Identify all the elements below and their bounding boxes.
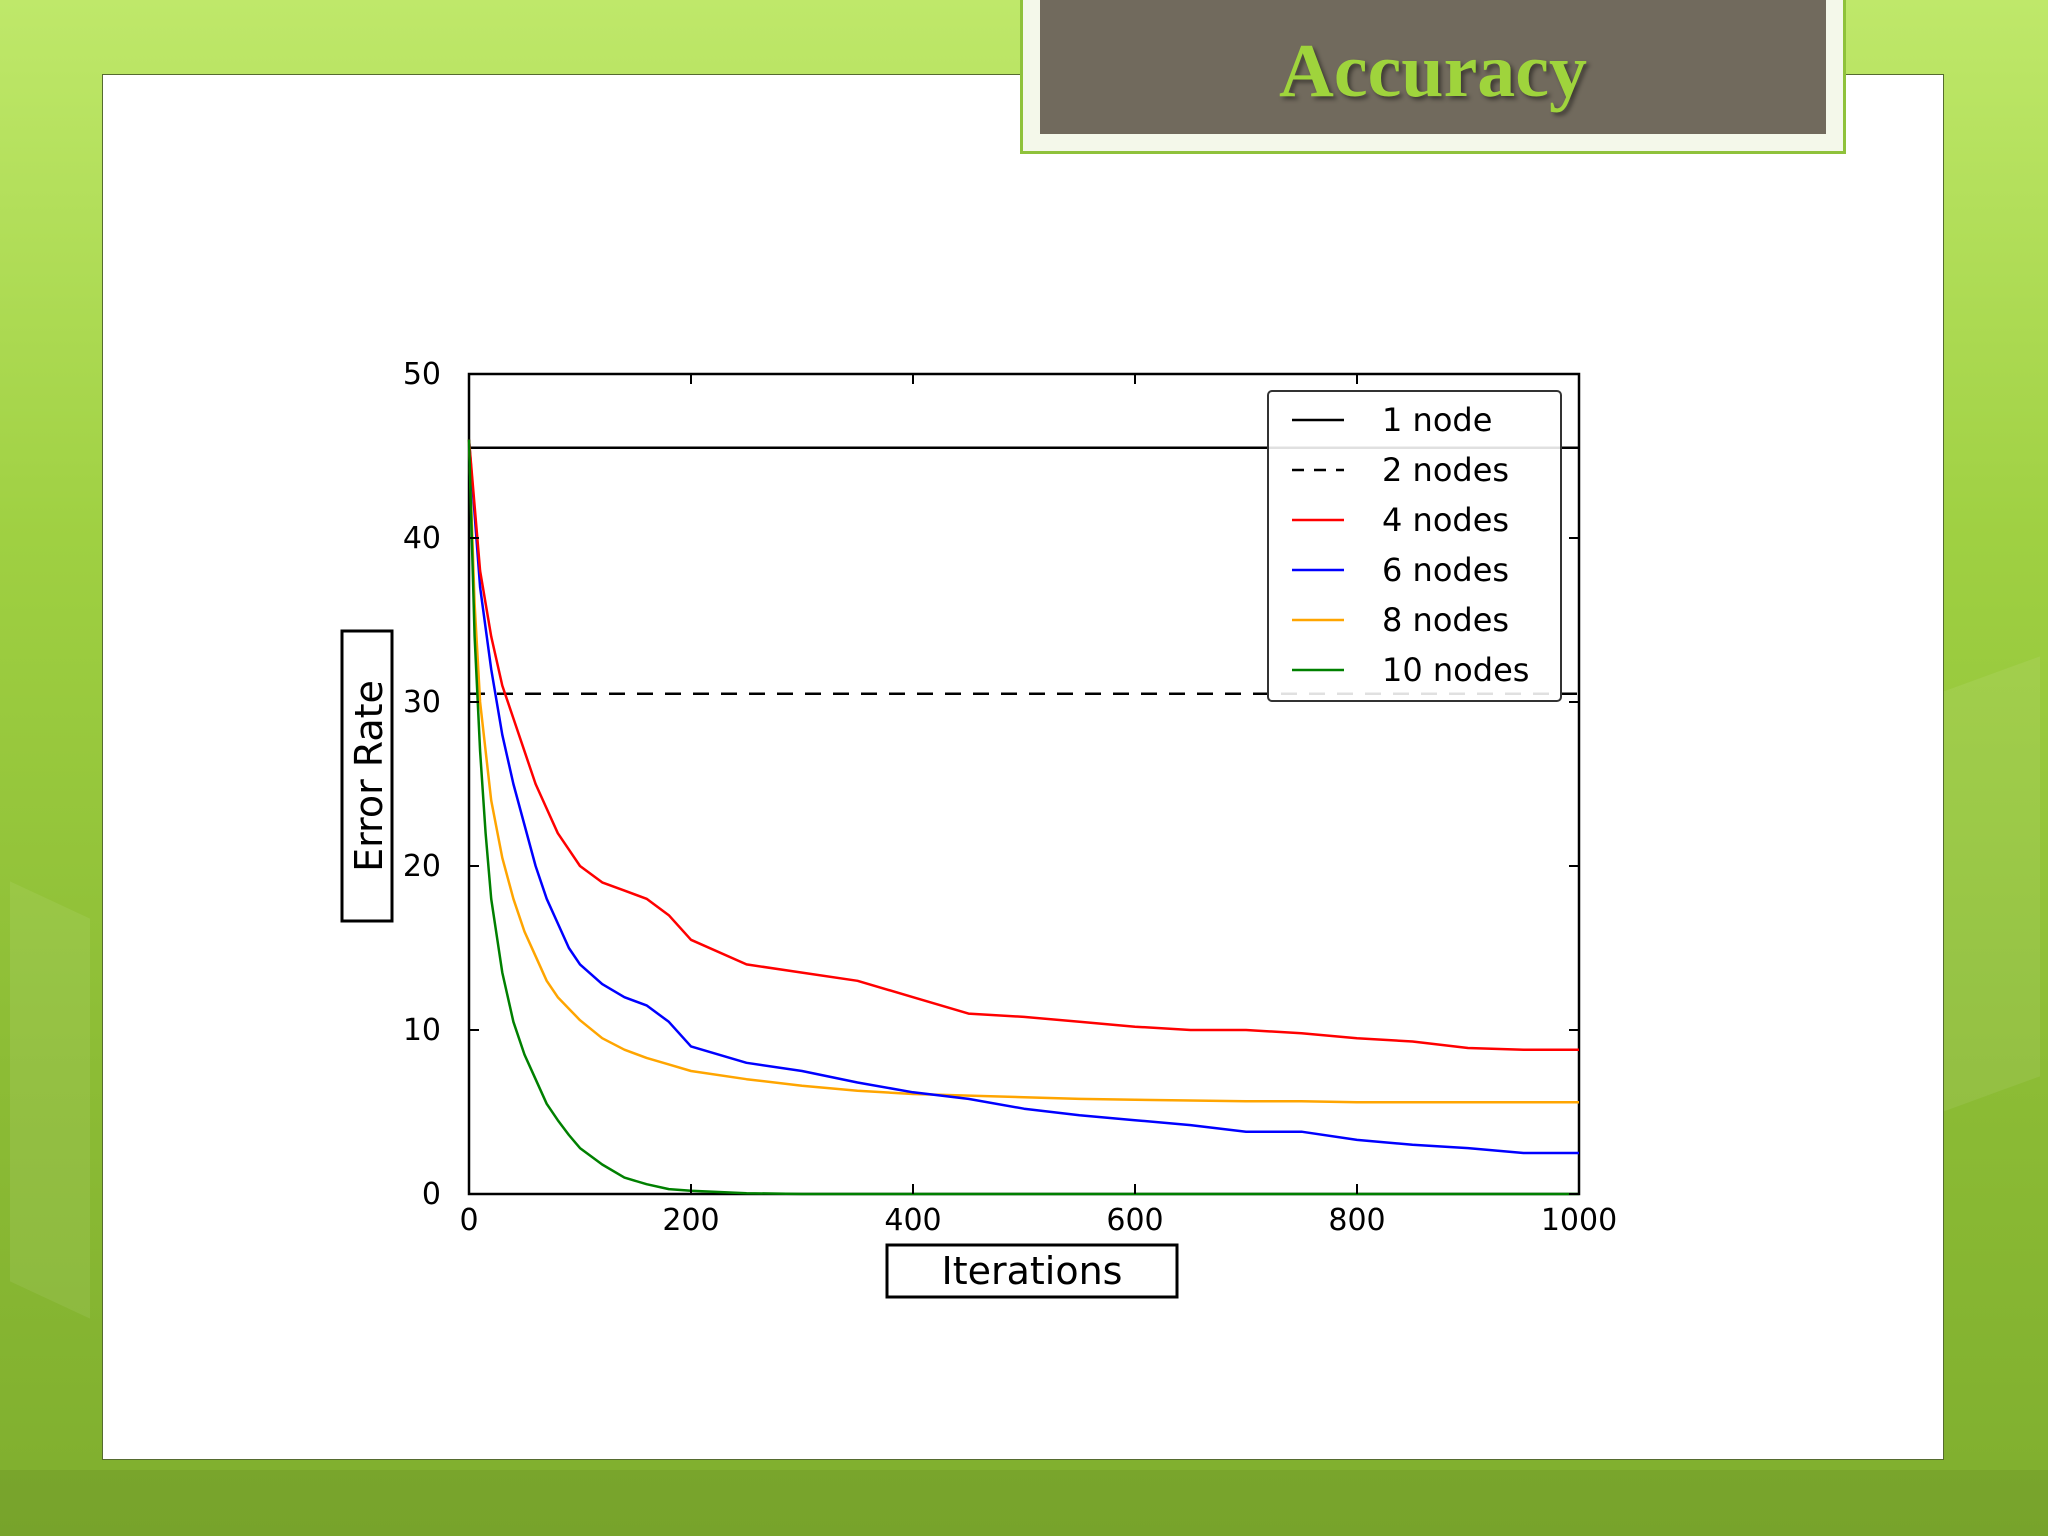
x-axis-label: Iterations <box>942 1249 1123 1293</box>
x-tick-label: 800 <box>1328 1203 1385 1238</box>
series-line-10-nodes <box>467 439 1579 1196</box>
slide-content-area <box>102 74 1944 1460</box>
y-tick-label: 50 <box>403 357 441 392</box>
legend: 1 node 2 nodes 4 nodes 6 nodes 8 nodes 10 nod… <box>1267 390 1562 702</box>
legend-label: 8 nodes <box>1382 601 1509 639</box>
series-line-4-nodes <box>467 439 1579 1051</box>
legend-label: 4 nodes <box>1382 501 1509 539</box>
legend-label: 2 nodes <box>1382 451 1509 489</box>
ylabel-box <box>340 629 394 923</box>
xlabel-box <box>885 1243 1179 1299</box>
tick-layer: 0 200 400 600 800 1000 0 10 20 30 40 50 <box>403 357 1617 1238</box>
legend-label: 1 node <box>1382 401 1492 439</box>
slide-title: Accuracy <box>1278 29 1588 113</box>
title-box <box>1040 0 1826 134</box>
background-facet <box>0 1470 2048 1536</box>
y-tick-label: 10 <box>403 1013 441 1048</box>
y-tick-label: 20 <box>403 849 441 884</box>
x-tick-label: 1000 <box>1541 1203 1617 1238</box>
x-tick-label: 0 <box>459 1203 478 1238</box>
y-tick-label: 0 <box>422 1177 441 1212</box>
y-tick-label: 30 <box>403 685 441 720</box>
series-line-8-nodes <box>467 439 1579 1104</box>
series-line-6-nodes <box>467 439 1579 1155</box>
x-tick-label: 600 <box>1106 1203 1163 1238</box>
y-axis-label: Error Rate <box>347 680 391 872</box>
legend-label: 6 nodes <box>1382 551 1509 589</box>
legend-label: 10 nodes <box>1382 651 1529 689</box>
legend-box <box>1267 390 1562 702</box>
x-tick-label: 400 <box>884 1203 941 1238</box>
y-tick-label: 40 <box>403 521 441 556</box>
x-tick-label: 200 <box>662 1203 719 1238</box>
